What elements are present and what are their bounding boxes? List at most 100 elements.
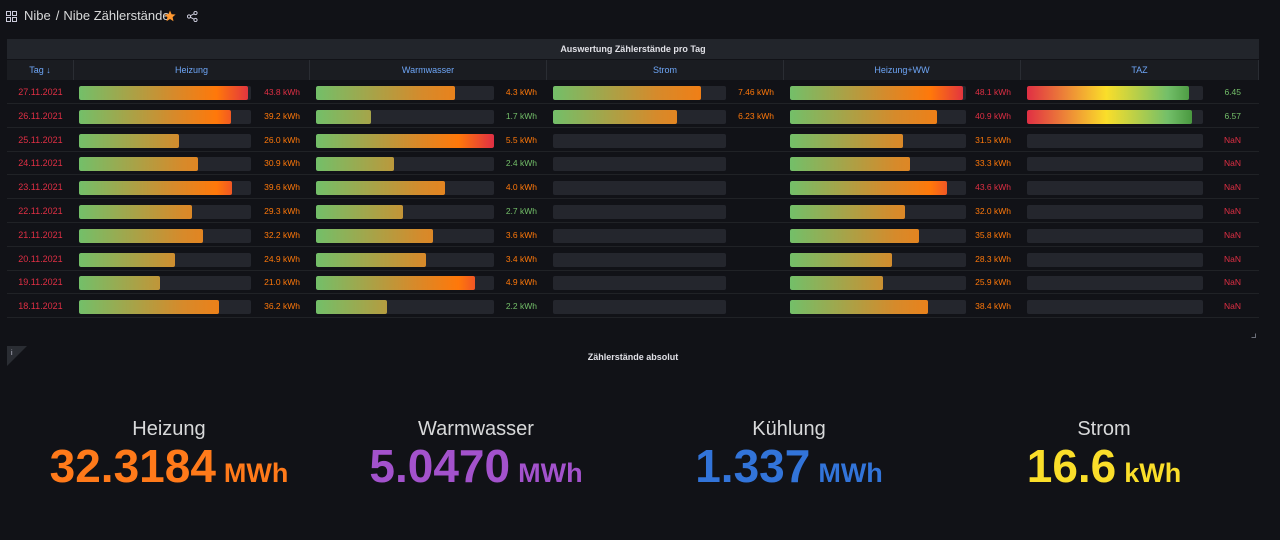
warmwasser-gauge (316, 157, 494, 172)
heizung-value: 39.2 kWh (264, 110, 300, 121)
heizung-ww-gauge (790, 181, 966, 196)
table-row: 18.11.2021 36.2 kWh 2.2 kWh 38.4 kWh NaN (7, 295, 1259, 319)
warmwasser-value: 2.2 kWh (505, 301, 537, 312)
warmwasser-gauge (316, 181, 494, 196)
column-header-strom[interactable]: Strom (547, 60, 784, 80)
strom-gauge (553, 205, 726, 219)
heizung-ww-value: 31.5 kWh (975, 134, 1011, 145)
taz-value: NaN (1223, 229, 1241, 240)
warmwasser-value: 3.4 kWh (505, 253, 537, 264)
warmwasser-value: 4.0 kWh (505, 182, 537, 193)
stat-unit: kWh (1124, 458, 1182, 488)
taz-value: NaN (1223, 253, 1241, 264)
heizung-ww-value: 35.8 kWh (975, 229, 1011, 240)
date-cell: 26.11.2021 (18, 110, 63, 121)
heizung-ww-value: 32.0 kWh (975, 206, 1011, 216)
dashboard-title[interactable]: Nibe Zählerstände (63, 8, 170, 23)
heizung-ww-value: 40.9 kWh (975, 110, 1011, 121)
heizung-value: 36.2 kWh (264, 301, 300, 312)
warmwasser-gauge-fill (316, 181, 446, 196)
taz-gauge (1027, 252, 1203, 267)
stat-value: 16.6 kWh (944, 441, 1264, 498)
stat-label: Heizung (132, 418, 206, 440)
heizung-ww-value: 33.3 kWh (975, 158, 1011, 169)
warmwasser-gauge-fill (316, 252, 427, 267)
heizung-gauge-fill (79, 252, 176, 267)
warmwasser-gauge-fill (316, 109, 372, 124)
stats-panel-title[interactable]: Zählerstände absolut (587, 352, 679, 362)
heizung-ww-gauge-fill (790, 276, 884, 291)
table-row: 21.11.2021 32.2 kWh 3.6 kWh 35.8 kWh NaN (7, 224, 1259, 247)
stat-label: Kühlung (752, 418, 826, 440)
heizung-value: 29.3 kWh (264, 206, 300, 216)
svg-text:i: i (11, 350, 13, 357)
share-icon[interactable] (187, 11, 198, 22)
heizung-ww-gauge-fill (790, 133, 904, 148)
date-cell: 20.11.2021 (18, 253, 63, 264)
stat-unit: MWh (818, 458, 883, 488)
star-icon[interactable] (164, 10, 176, 22)
heizung-gauge-fill (79, 205, 193, 219)
strom-value: 6.23 kWh (738, 110, 774, 121)
warmwasser-gauge (316, 109, 494, 124)
resize-icon[interactable] (1251, 333, 1256, 338)
heizung-gauge (79, 205, 251, 219)
column-header-warmwasser[interactable]: Warmwasser (310, 60, 547, 80)
strom-gauge (553, 228, 726, 243)
column-header-taz[interactable]: TAZ (1021, 60, 1259, 80)
strom-gauge (553, 133, 726, 148)
taz-gauge (1027, 157, 1203, 172)
strom-gauge (553, 181, 726, 196)
heizung-gauge (79, 157, 251, 172)
taz-gauge (1027, 276, 1203, 291)
heizung-value: 43.8 kWh (264, 87, 300, 97)
stat-warmwasser: Warmwasser 5.0470 MWh (316, 418, 636, 498)
strom-gauge-fill (553, 86, 702, 100)
heizung-ww-gauge (790, 205, 966, 219)
breadcrumb-folder[interactable]: Nibe (24, 8, 51, 23)
heizung-ww-gauge-fill (790, 109, 937, 124)
heizung-gauge (79, 109, 251, 124)
breadcrumb: Nibe / Nibe Zählerstände (24, 8, 170, 23)
heizung-value: 30.9 kWh (264, 158, 300, 169)
taz-value: 6.45 (1224, 87, 1241, 97)
heizung-ww-gauge-fill (790, 205, 905, 219)
column-header-heizung[interactable]: Heizung (74, 60, 310, 80)
strom-gauge (553, 157, 726, 172)
info-icon[interactable]: i (7, 346, 27, 366)
taz-gauge (1027, 86, 1203, 100)
table-row: 23.11.2021 39.6 kWh 4.0 kWh 43.6 kWh NaN (7, 176, 1259, 200)
taz-gauge (1027, 205, 1203, 219)
heizung-ww-gauge (790, 157, 966, 172)
apps-icon[interactable] (6, 11, 17, 22)
heizung-ww-value: 25.9 kWh (975, 277, 1011, 288)
stat-number: 5.0470 (369, 440, 511, 492)
heizung-gauge (79, 228, 251, 243)
heizung-gauge (79, 252, 251, 267)
stat-label: Warmwasser (418, 418, 534, 440)
date-cell: 22.11.2021 (18, 206, 63, 216)
warmwasser-gauge-fill (316, 205, 404, 219)
warmwasser-value: 2.7 kWh (505, 206, 537, 216)
heizung-gauge-fill (79, 109, 231, 124)
taz-value: NaN (1223, 301, 1241, 312)
warmwasser-gauge (316, 300, 494, 315)
heizung-value: 26.0 kWh (264, 134, 300, 145)
stat-heizung: Heizung 32.3184 MWh (9, 418, 329, 498)
heizung-ww-gauge (790, 300, 966, 315)
stat-number: 16.6 (1026, 440, 1117, 492)
heizung-value: 24.9 kWh (264, 253, 300, 264)
absolute-meter-panel: i Zählerstände absolut Heizung 32.3184 MWh… (7, 346, 1259, 526)
warmwasser-value: 2.4 kWh (505, 158, 537, 169)
heizung-gauge-fill (79, 228, 204, 243)
table-row: 27.11.2021 43.8 kWh 4.3 kWh 7.46 kWh 48.1 kW… (7, 81, 1259, 104)
heizung-ww-gauge-fill (790, 300, 928, 315)
column-header-date[interactable]: Tag ↓ (7, 60, 74, 80)
taz-value: NaN (1223, 158, 1241, 169)
heizung-ww-gauge-fill (790, 86, 963, 100)
panel-title[interactable]: Auswertung Zählerstände pro Tag (7, 39, 1259, 59)
table-row: 19.11.2021 21.0 kWh 4.9 kWh 25.9 kWh NaN (7, 271, 1259, 295)
date-cell: 21.11.2021 (18, 229, 63, 240)
column-header-heizung-ww[interactable]: Heizung+WW (784, 60, 1021, 80)
warmwasser-value: 4.3 kWh (505, 87, 537, 97)
